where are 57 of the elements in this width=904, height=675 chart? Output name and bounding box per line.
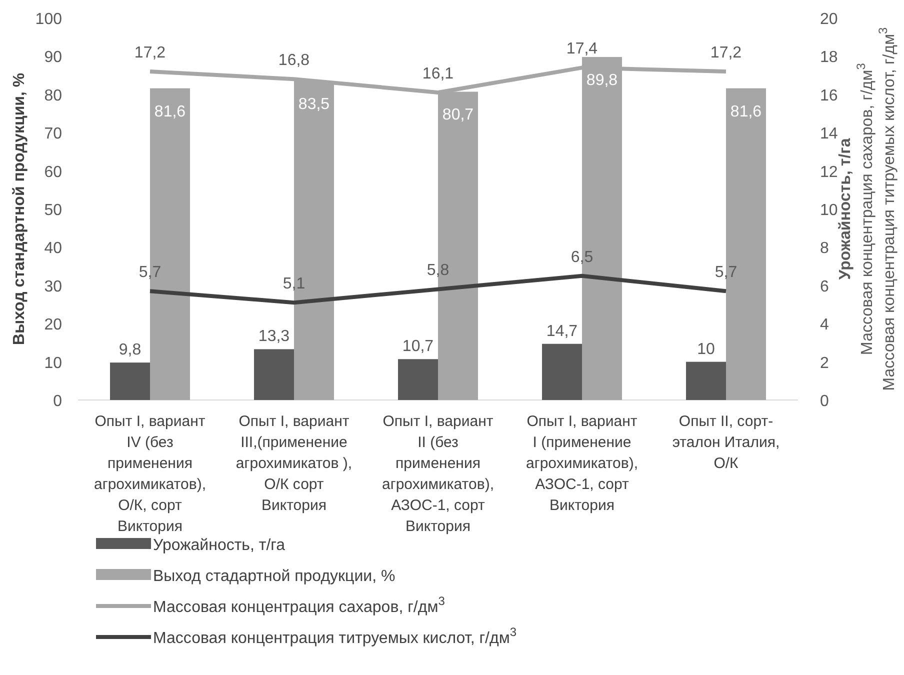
data-label: 81,6 [730,103,762,120]
y2-tick-label: 16 [820,87,838,104]
y2-tick-label: 2 [820,354,829,372]
y-tick-label: 20 [44,316,62,334]
data-label: 80,7 [442,106,474,124]
bar [398,359,438,400]
y2-tick-label: 14 [820,126,838,143]
y2-tick-label: 8 [820,240,829,258]
data-label: 17,2 [710,44,742,62]
y2-tick-label: 0 [820,393,829,410]
data-label: 16,8 [278,52,310,70]
y-tick-label: 100 [35,11,62,28]
bar [110,362,150,400]
y-tick-label: 90 [44,49,62,66]
data-label: 81,6 [154,103,186,120]
y2-tick-label: 6 [820,278,829,296]
data-label: 16,1 [422,65,454,82]
x-tick-label: Опыт I, вариант II (без применения агрохимикатов), АЗОС-1, сорт Виктория [382,413,494,535]
data-label: 5,7 [714,264,738,282]
bar [542,344,582,400]
data-label: 5,7 [138,264,162,282]
legend-label: Урожайность, т/га [153,537,286,554]
bar [686,362,726,400]
legend-label: Массовая концентрация титруемых кислот, г/дм$^{3}$ [153,625,517,647]
x-tick-label: Опыт I, вариант I (применение агрохимикатов), АЗОС-1, сорт Виктория [526,413,638,514]
legend-label: Выход стадартной продукции, % [153,568,396,585]
y2-tick-label: 18 [820,49,838,66]
y-tick-label: 60 [44,164,62,181]
y2-tick-label: 20 [820,11,838,28]
y2-tick-label: 10 [820,202,838,219]
data-label: 83,5 [298,96,330,114]
data-label: 89,8 [586,72,618,89]
legend-label: Массовая концентрация сахаров, г/дм$^{3}$ [153,594,446,616]
y2-tick-label: 12 [820,164,838,181]
y-tick-label: 0 [53,393,62,410]
data-label: 17,2 [134,44,166,62]
data-label: 14,7 [546,322,578,340]
bar [254,349,294,400]
data-label: 10,7 [402,338,434,356]
y-tick-label: 40 [44,240,62,258]
data-label: 5,1 [282,276,306,293]
x-tick-label: Опыт I, вариант IV (без применения агрохимикатов), О/К, сорт Виктория [94,413,206,535]
y-axis-title: Выход стандартной продукции, % [11,72,28,346]
x-tick-label: Опыт I, вариант III,(применение агрохимикатов ), О/К сорт Виктория [236,413,352,514]
x-tick-label: Опыт II, сорт- эталон Италия, О/К [672,413,780,472]
data-label: 17,4 [566,40,598,58]
y-tick-label: 80 [44,87,62,104]
y-tick-label: 30 [44,278,62,296]
y-tick-label: 70 [44,126,62,143]
data-label: 13,3 [258,328,290,346]
y-tick-label: 10 [44,354,62,372]
data-label: 10 [697,340,715,358]
data-label: 6,5 [570,248,594,266]
data-label: 9,8 [118,342,142,359]
y2-tick-label: 4 [820,316,829,334]
data-label: 5,8 [426,262,450,280]
y-tick-label: 50 [44,202,62,219]
